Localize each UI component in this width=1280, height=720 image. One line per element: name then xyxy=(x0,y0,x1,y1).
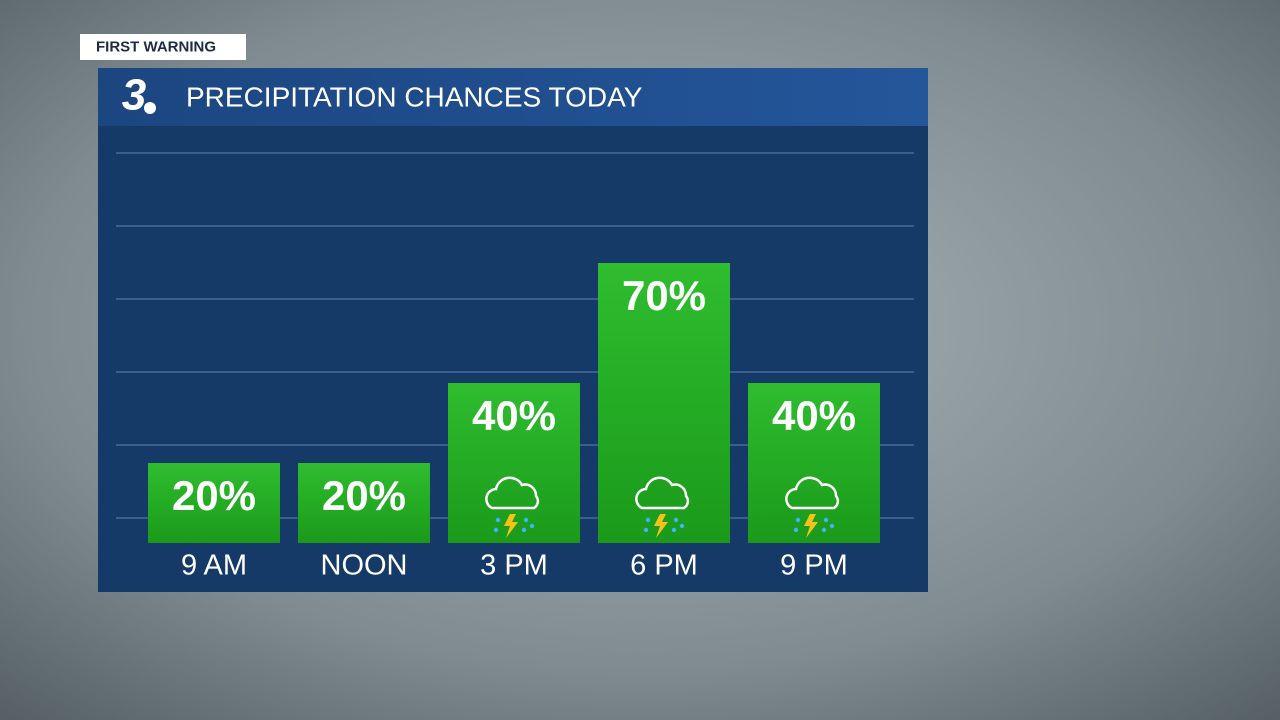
logo: 3 xyxy=(122,71,146,120)
badge: FIRST WARNING xyxy=(96,38,216,55)
value-label: 20% xyxy=(322,472,406,519)
value-label: 70% xyxy=(622,272,706,319)
value-label: 40% xyxy=(472,392,556,439)
logo-eye xyxy=(142,100,158,116)
x-tick-label: NOON xyxy=(321,550,408,582)
x-tick-label: 6 PM xyxy=(630,550,698,582)
value-label: 20% xyxy=(172,472,256,519)
bar xyxy=(298,463,430,543)
icons: 20% 20% 40% 70% 40% xyxy=(172,272,856,540)
x-tick-label: 9 PM xyxy=(780,550,848,582)
bar xyxy=(148,463,280,543)
x-tick-label: 9 AM xyxy=(181,550,247,582)
bar xyxy=(598,263,730,543)
badge-box xyxy=(80,34,246,60)
x-tick-label: 3 PM xyxy=(480,550,548,582)
chart-title: PRECIPITATION CHANCES TODAY xyxy=(186,81,643,112)
header xyxy=(98,68,928,126)
bars xyxy=(148,263,880,543)
value-label: 40% xyxy=(772,392,856,439)
